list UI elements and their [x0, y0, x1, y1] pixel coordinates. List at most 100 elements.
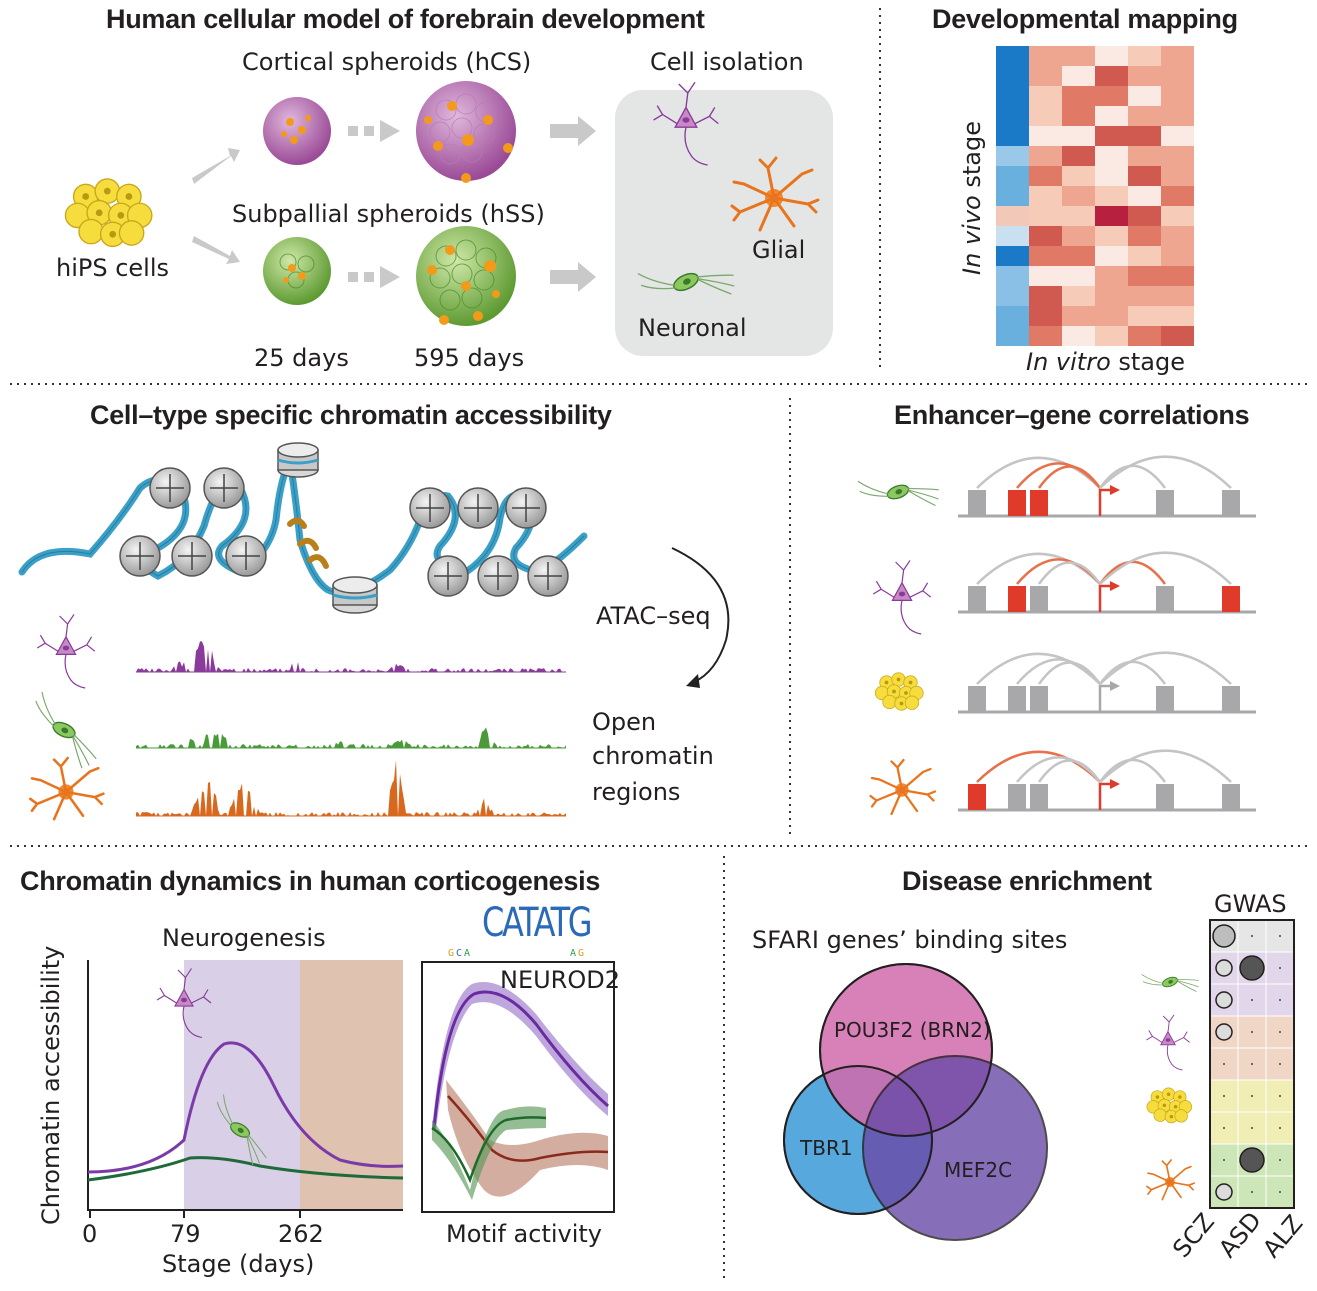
svg-text:G: G [448, 948, 454, 959]
label-in-vivo-italic: In vivo [958, 195, 986, 275]
enh-arc [1016, 658, 1101, 685]
label-sfari: SFARI genes’ binding sites [752, 926, 1068, 954]
enh-arc [1098, 758, 1167, 783]
gwas-dot [1223, 1159, 1225, 1161]
title-chromatin: Cell–type specific chromatin accessibili… [90, 400, 612, 430]
heatmap-cell [1095, 166, 1128, 186]
heatmap-cell [1095, 206, 1128, 226]
heatmap-cell [1128, 106, 1161, 126]
heatmap-cell [1128, 46, 1161, 66]
enh-arc [976, 750, 1101, 783]
open-nucleosome-bottom [332, 576, 378, 614]
enh-element [1222, 686, 1240, 712]
venn-circle-mef2c [862, 1055, 1048, 1241]
nucleosomes [119, 467, 569, 597]
enh-promoter [1098, 684, 1112, 712]
enh-arc [1016, 756, 1101, 783]
enh-element [1030, 686, 1048, 712]
gwas-dot [1223, 1063, 1225, 1065]
heatmap-cell [1161, 106, 1194, 126]
heatmap-cell [996, 206, 1029, 226]
gwas-dot [1279, 1191, 1281, 1193]
heatmap-cell [1161, 66, 1194, 86]
label-in-vitro-stage: In vitro stage [1026, 348, 1185, 376]
heatmap-cell [1029, 186, 1062, 206]
enh-hips-cluster-icon [874, 672, 924, 711]
heatmap-cell [1062, 146, 1095, 166]
gwas-enrichment-dot [1215, 1183, 1233, 1201]
heatmap-cell [1095, 146, 1128, 166]
title-disease: Disease enrichment [902, 866, 1152, 896]
heatmap-cell [1062, 166, 1095, 186]
gwas-dot [1251, 1095, 1253, 1097]
label-in-vitro-rest: stage [1110, 348, 1185, 376]
label-gwas: GWAS [1214, 890, 1287, 918]
enh-element [1030, 586, 1048, 612]
heatmap-cell [1062, 266, 1095, 286]
heatmap-cell [1029, 286, 1062, 306]
atac-arrow [671, 547, 730, 683]
title-enhancer: Enhancer–gene correlations [894, 400, 1250, 430]
green-accessibility-curve [87, 1156, 404, 1182]
label-stage-days: Stage (days) [162, 1250, 315, 1278]
label-in-vivo-rest: stage [958, 121, 986, 196]
enh-element [1008, 586, 1026, 612]
heatmap-cell [1161, 126, 1194, 146]
developmental-heatmap [996, 46, 1194, 346]
cortical-spheroid-large [416, 81, 516, 183]
heatmap-cell [1062, 226, 1095, 246]
enh-element [1008, 686, 1026, 712]
heatmap-cell [1029, 46, 1062, 66]
heatmap-cell [1029, 206, 1062, 226]
heatmap-cell [1062, 246, 1095, 266]
heatmap-cell [996, 306, 1029, 326]
heatmap-cell [1128, 206, 1161, 226]
gwas-dot [1251, 1031, 1253, 1033]
heatmap-cell [1029, 306, 1062, 326]
enh-promoter-head [1110, 681, 1120, 691]
heatmap-cell [1095, 326, 1128, 346]
heatmap-cell [1128, 246, 1161, 266]
label-25-days: 25 days [254, 344, 349, 372]
heatmap-cell [996, 126, 1029, 146]
heatmap-cell [1128, 286, 1161, 306]
label-mef2c: MEF2C [944, 1158, 1013, 1182]
tick-79: 79 [170, 1220, 201, 1248]
heatmap-cell [996, 146, 1029, 166]
enh-element [1008, 490, 1026, 516]
enh-element [1008, 784, 1026, 810]
svg-text:C: C [456, 948, 462, 959]
heatmap-cell [996, 326, 1029, 346]
heatmap-cell [1128, 126, 1161, 146]
enh-element [1030, 784, 1048, 810]
heatmap-cell [1029, 266, 1062, 286]
enh-element [1222, 490, 1240, 516]
heatmap-cell [1161, 286, 1194, 306]
heatmap-cell [1161, 266, 1194, 286]
enh-element [1156, 586, 1174, 612]
track-astrocyte-icon [29, 756, 105, 821]
enh-arc [1037, 465, 1102, 489]
gwas-astrocyte-icon [1146, 1159, 1196, 1201]
gwas-dot [1251, 1191, 1253, 1193]
enh-element [968, 686, 986, 712]
heatmap-cell [1095, 106, 1128, 126]
heatmap-cell [1029, 246, 1062, 266]
heatmap-cell [996, 246, 1029, 266]
cortical-spheroid-small [263, 97, 331, 165]
heatmap-cell [1095, 186, 1128, 206]
enh-element [968, 490, 986, 516]
heatmap-cell [1095, 306, 1128, 326]
heatmap-cell [1161, 326, 1194, 346]
gwas-dot [1279, 967, 1281, 969]
gwas-dot [1279, 1159, 1281, 1161]
tick-262: 262 [278, 1220, 324, 1248]
heatmap-cell [996, 66, 1029, 86]
heatmap-cell [1062, 86, 1095, 106]
dynamics-plot [87, 960, 404, 1218]
heatmap-cell [1128, 326, 1161, 346]
heatmap-cell [1161, 246, 1194, 266]
heatmap-cell [1062, 286, 1095, 306]
purple-accessibility-curve [87, 1041, 404, 1174]
